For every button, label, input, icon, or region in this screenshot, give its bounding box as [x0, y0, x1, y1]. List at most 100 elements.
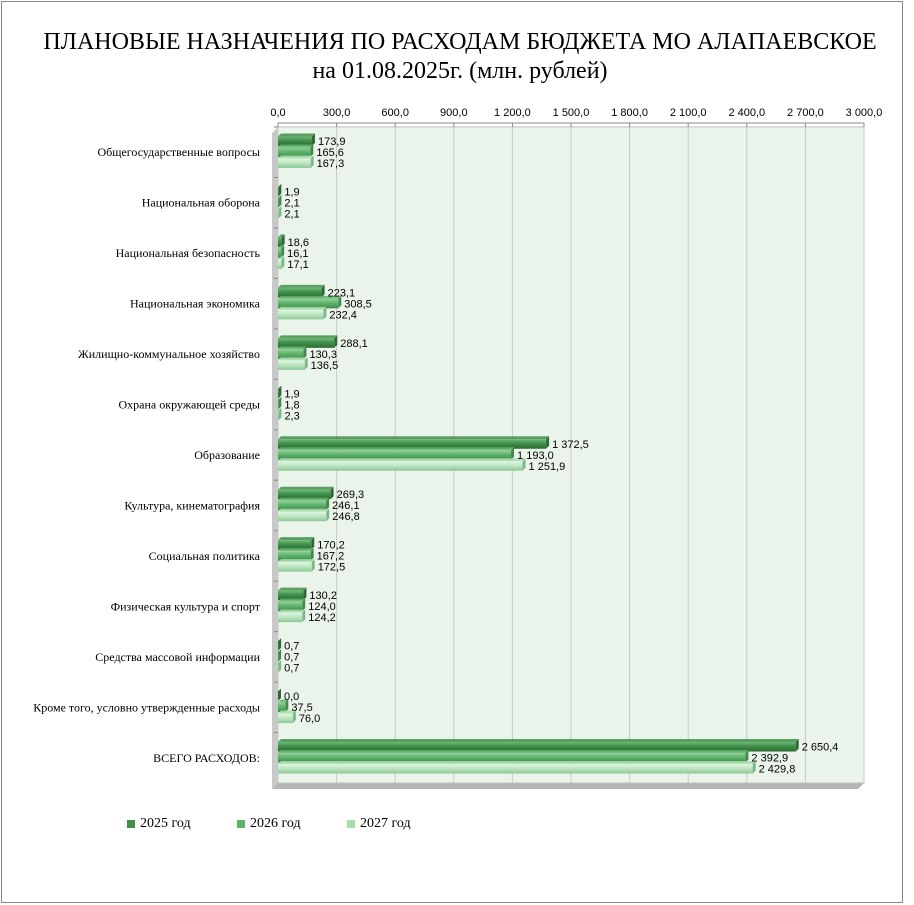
bar-top-face [278, 436, 550, 440]
plot-side-wall [272, 127, 278, 789]
bar-end-cap [321, 284, 325, 298]
value-labels: 173,9165,6167,31,92,12,118,616,117,1223,… [284, 136, 838, 776]
bar-end-cap [511, 447, 515, 460]
bar [278, 287, 322, 298]
value-label: 232,4 [329, 309, 357, 321]
bar-top-face [278, 306, 327, 310]
bar-top-face [278, 739, 799, 743]
bar [278, 237, 282, 247]
value-label: 0,7 [284, 663, 299, 675]
bar [278, 764, 753, 774]
bar [278, 713, 293, 724]
category-label: Физическая культура и спорт [111, 599, 261, 613]
category-label: Национальная экономика [130, 297, 261, 311]
value-label: 37,5 [291, 702, 312, 714]
bar-end-cap [303, 346, 307, 359]
bar-end-cap [752, 761, 756, 774]
bar-top-face [278, 486, 334, 490]
x-tick-label: 2 100,0 [670, 107, 707, 119]
bar-end-cap [522, 458, 526, 471]
bar-end-cap [304, 357, 308, 370]
bar-end-cap [326, 497, 330, 511]
bar-end-cap [278, 660, 282, 673]
x-tick-label: 1 500,0 [553, 107, 590, 119]
value-label: 130,2 [309, 590, 337, 602]
bar [278, 309, 324, 320]
bar-top-face [278, 234, 285, 238]
value-label: 136,5 [311, 360, 339, 372]
x-tick-label: 1 800,0 [611, 107, 648, 119]
bar-end-cap [285, 699, 289, 713]
bar [278, 562, 312, 572]
bar-end-cap [310, 155, 314, 168]
bar-top-face [278, 396, 282, 400]
bar-top-face [278, 638, 282, 642]
value-label: 167,3 [317, 158, 345, 170]
value-label: 124,2 [308, 612, 336, 624]
value-label: 130,3 [309, 349, 337, 361]
bar-top-face [278, 407, 282, 411]
bar-top-face [278, 385, 282, 389]
bar [278, 349, 304, 359]
value-label: 0,0 [284, 691, 299, 703]
bar-end-cap [281, 234, 285, 247]
category-label: Кроме того, условно утвержденные расходы [33, 700, 260, 714]
bar-end-cap [334, 335, 338, 348]
chart-title-line-1: ПЛАНОВЫЕ НАЗНАЧЕНИЯ ПО РАСХОДАМ БЮДЖЕТА … [43, 29, 877, 55]
bar [278, 590, 304, 601]
legend-item-2025: 2025 год [127, 816, 191, 832]
bar-top-face [278, 497, 330, 501]
category-label: Культура, кинематография [124, 498, 260, 512]
bar-end-cap [281, 245, 285, 258]
bar [278, 158, 311, 168]
category-label: Образование [194, 448, 260, 462]
value-label: 1 251,9 [529, 461, 566, 473]
bar-end-cap [278, 396, 282, 410]
bar [278, 450, 512, 460]
legend-label-2027: 2027 год [360, 816, 411, 831]
bar [278, 259, 282, 269]
bar-top-face [278, 346, 307, 350]
legend-swatch-2025 [127, 820, 135, 828]
x-tick-label: 600,0 [381, 107, 409, 119]
bar-top-face [278, 194, 282, 198]
value-label: 288,1 [340, 338, 368, 350]
value-label: 1,8 [284, 399, 299, 411]
bar [278, 500, 327, 511]
category-label: Национальная безопасность [116, 246, 261, 260]
x-tick-label: 2 400,0 [728, 107, 765, 119]
x-tick-label: 2 700,0 [787, 107, 824, 119]
bar-top-face [278, 559, 315, 563]
bar-top-face [278, 548, 314, 552]
bar [278, 702, 286, 713]
bar-top-face [278, 458, 526, 462]
bar-end-cap [302, 598, 306, 612]
value-label: 124,0 [308, 601, 336, 613]
bar [278, 136, 312, 146]
bar [278, 601, 303, 612]
category-labels: Общегосударственные вопросы Национальная … [33, 126, 278, 765]
plot-floor [272, 783, 864, 789]
value-label: 246,1 [332, 500, 360, 512]
bar [278, 612, 303, 623]
legend-swatch-2026 [237, 820, 245, 828]
bar-top-face [278, 133, 315, 137]
value-label: 223,1 [328, 287, 356, 299]
bar-top-face [278, 710, 296, 714]
category-label: Национальная оборона [142, 196, 261, 210]
bar-end-cap [278, 205, 282, 219]
bar-end-cap [311, 537, 315, 550]
bar-top-face [278, 649, 282, 653]
bar-top-face [278, 295, 342, 299]
x-tick-label: 300,0 [323, 107, 351, 119]
bar [278, 540, 312, 550]
value-label: 172,5 [318, 562, 346, 574]
bar [278, 248, 282, 258]
legend-label-2025: 2025 год [140, 816, 191, 831]
category-label: ВСЕГО РАСХОДОВ: [153, 751, 260, 765]
bar-top-face [278, 183, 282, 187]
category-label: Охрана окружающей среды [119, 398, 261, 412]
bar-end-cap [278, 688, 281, 702]
value-label: 173,9 [318, 136, 346, 148]
value-label: 16,1 [287, 248, 308, 260]
